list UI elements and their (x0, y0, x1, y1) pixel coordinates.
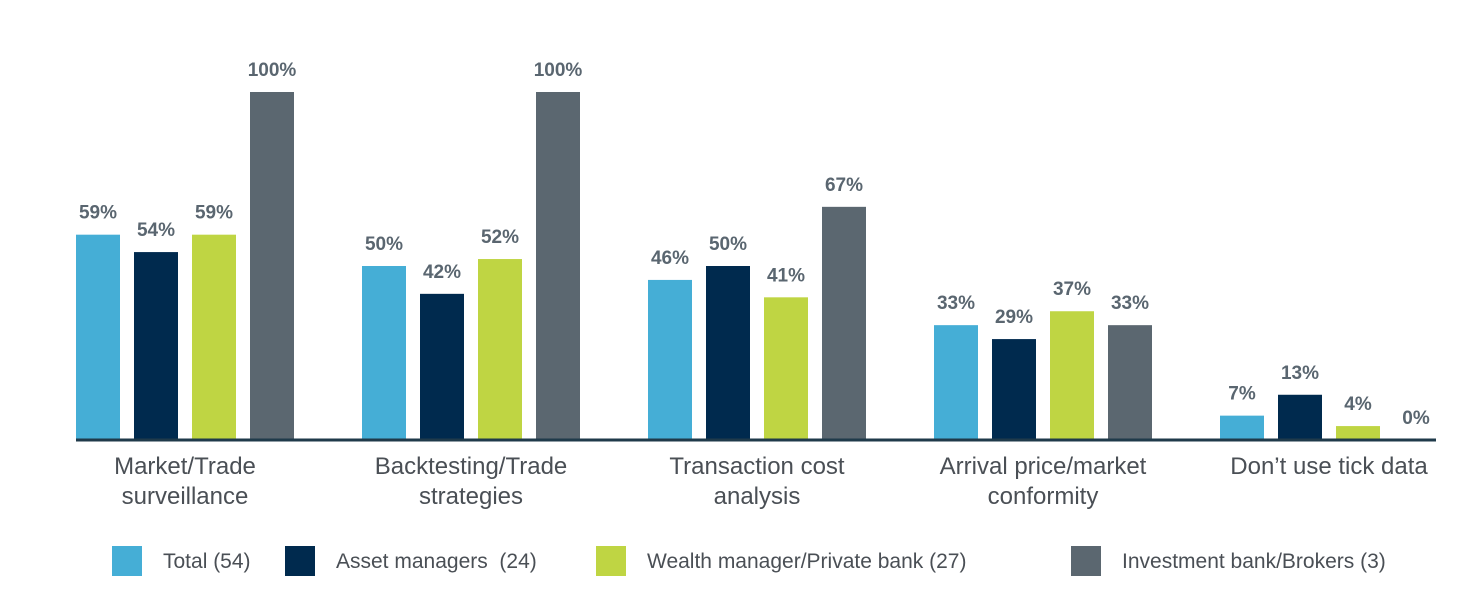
value-labels-group: 59% 54% 59% 100% 50% 42% 52% 100% 46% 50% 41% 67% 33… (79, 60, 1430, 429)
category-label-3: Arrival price/market conformity (940, 453, 1147, 510)
bar-1-3 (536, 92, 580, 440)
bar-3-0 (934, 325, 978, 440)
value-label-2-1: 50% (709, 234, 747, 255)
value-label-3-1: 29% (995, 307, 1033, 328)
bar-3-3 (1108, 325, 1152, 440)
bar-3-1 (992, 339, 1036, 440)
bar-2-0 (648, 279, 692, 440)
value-label-3-0: 33% (937, 293, 975, 314)
bar-4-1 (1278, 394, 1322, 440)
legend-swatch-0 (112, 546, 142, 576)
bar-0-1 (134, 252, 178, 440)
value-label-4-3: 0% (1402, 408, 1430, 429)
bar-1-2 (478, 259, 522, 440)
bar-2-2 (764, 297, 808, 440)
bar-2-3 (822, 206, 866, 440)
bar-0-0 (76, 234, 120, 440)
bars-group (76, 92, 1380, 440)
value-label-4-2: 4% (1344, 394, 1372, 415)
value-label-2-3: 67% (825, 175, 863, 196)
bar-3-2 (1050, 311, 1094, 440)
legend-swatch-3 (1071, 546, 1101, 576)
bar-1-0 (362, 266, 406, 440)
category-label-1: Backtesting/Trade strategies (375, 453, 568, 510)
bar-4-2 (1336, 426, 1380, 440)
value-label-0-1: 54% (137, 220, 175, 241)
value-label-0-2: 59% (195, 203, 233, 224)
value-label-4-0: 7% (1228, 384, 1256, 405)
value-label-1-1: 42% (423, 262, 461, 283)
legend-label-2: Wealth manager/Private bank (27) (647, 550, 966, 573)
value-label-3-2: 37% (1053, 279, 1091, 300)
legend-label-3: Investment bank/Brokers (3) (1122, 550, 1386, 573)
value-label-0-3: 100% (248, 60, 297, 81)
value-label-2-2: 41% (767, 265, 805, 286)
legend-swatch-1 (285, 546, 315, 576)
bar-1-1 (420, 293, 464, 440)
legend: Total (54) Asset managers (24) Wealth mana… (112, 546, 1386, 576)
legend-swatch-2 (596, 546, 626, 576)
value-label-4-1: 13% (1281, 363, 1319, 384)
value-label-3-3: 33% (1111, 293, 1149, 314)
bar-2-1 (706, 266, 750, 440)
category-label-0: Market/Trade surveillance (114, 453, 256, 510)
value-label-1-2: 52% (481, 227, 519, 248)
category-label-4: Don’t use tick data (1230, 453, 1428, 480)
bar-0-2 (192, 234, 236, 440)
bar-4-0 (1220, 415, 1264, 440)
category-label-2: Transaction cost analysis (669, 453, 845, 510)
value-label-0-0: 59% (79, 203, 117, 224)
category-labels-group: Market/Trade surveillance Backtesting/Trad… (114, 453, 1428, 510)
legend-label-1: Asset managers (24) (336, 550, 537, 573)
legend-label-0: Total (54) (163, 550, 251, 573)
value-label-1-0: 50% (365, 234, 403, 255)
value-label-2-0: 46% (651, 248, 689, 269)
bar-0-3 (250, 92, 294, 440)
value-label-1-3: 100% (534, 60, 583, 81)
